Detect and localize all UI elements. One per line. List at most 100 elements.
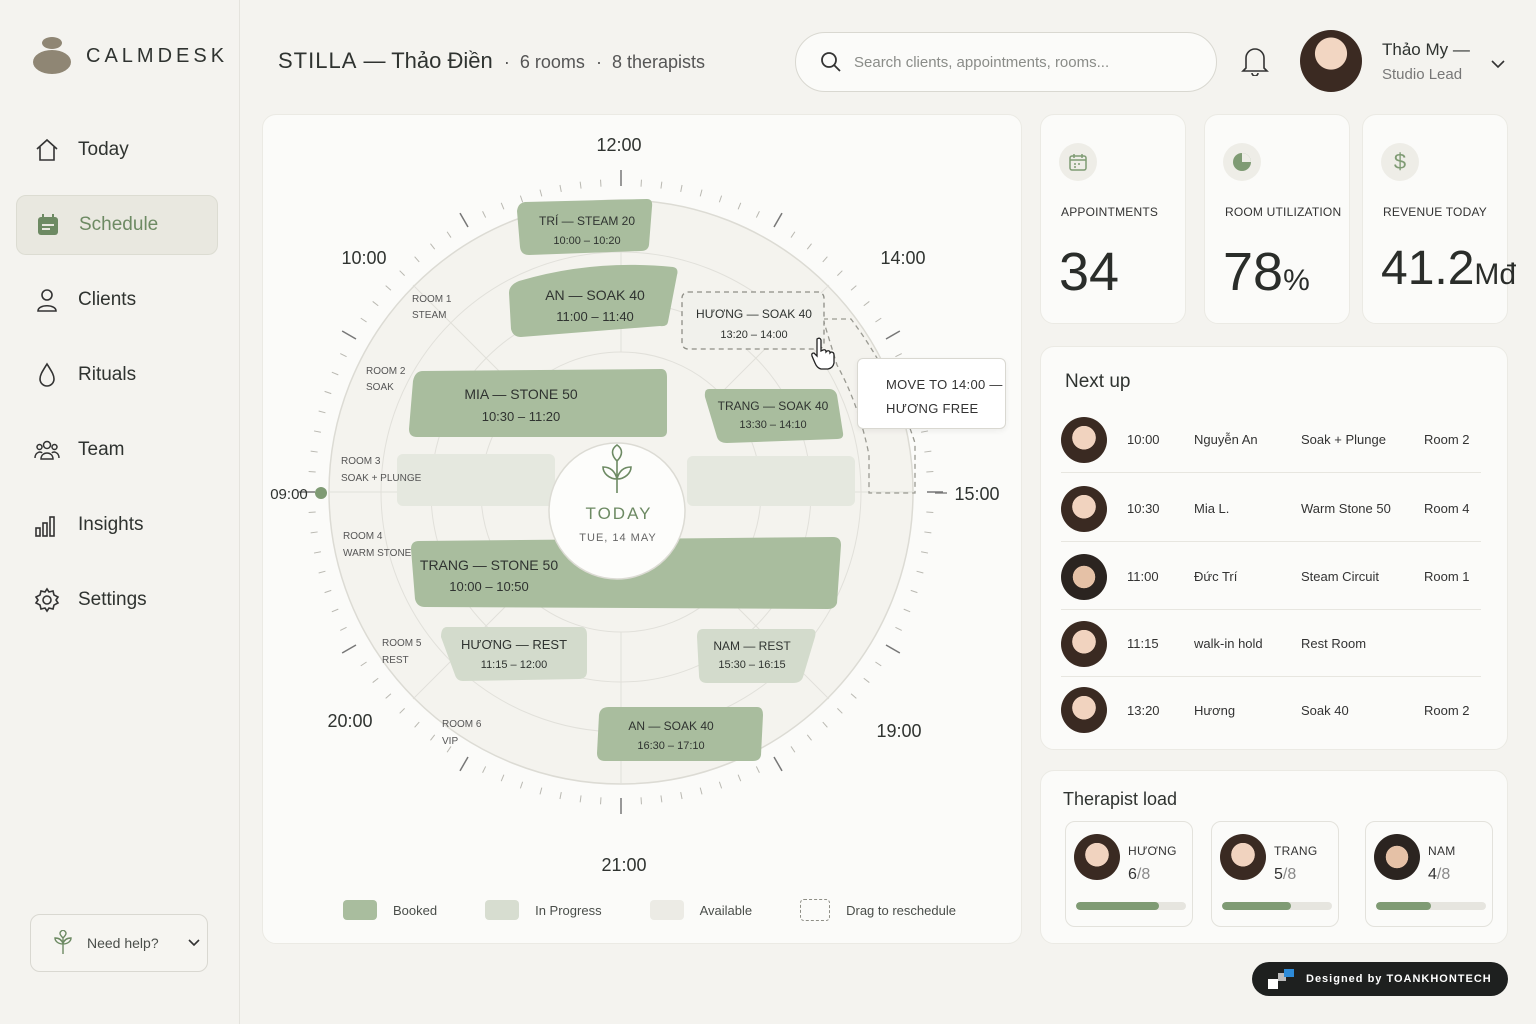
therapist-card[interactable]: NAM 4/8 (1365, 821, 1493, 927)
dial-tick (790, 746, 796, 753)
chevron-down-icon[interactable] (1490, 58, 1506, 70)
therapist-card[interactable]: TRANG 5/8 (1211, 821, 1339, 927)
dial-tick (822, 256, 828, 263)
room-type: SOAK + PLUNGE (341, 473, 422, 484)
table-row[interactable]: 13:20 Hương Soak 40 Room 2 (1061, 677, 1481, 743)
appointment-block-dragging[interactable]: HƯƠNG — SOAK 40 13:20 – 14:00 (696, 307, 812, 341)
stat-value: 78% (1223, 241, 1310, 303)
credit-text: Designed by TOANKHONTECH (1306, 973, 1492, 985)
load-count: 6 (1128, 866, 1137, 883)
dial-tick (837, 708, 843, 714)
client-name: Hương (1194, 702, 1236, 718)
load-total: /8 (1136, 866, 1151, 883)
search-bar[interactable] (795, 32, 1217, 92)
logo[interactable]: CALMDESK (32, 36, 228, 76)
dial-tick (331, 371, 339, 376)
sidebar-item-settings[interactable]: Settings (16, 570, 218, 630)
appointment-block[interactable]: MIA — STONE 50 10:30 – 11:20 (464, 386, 578, 424)
appointment-block[interactable]: TRANG — SOAK 40 13:30 – 14:10 (718, 399, 829, 431)
need-help-label: Need help? (87, 935, 159, 951)
legend-label: In Progress (535, 902, 602, 918)
schedule-dial-card: TODAY TUE, 14 MAY 12:00 14:00 15:00 19:0… (262, 114, 1022, 944)
sidebar-item-clients[interactable]: Clients (16, 270, 218, 330)
stat-value: 34 (1059, 241, 1119, 303)
sidebar-item-label: Schedule (79, 214, 159, 235)
bell-icon[interactable] (1240, 44, 1270, 76)
dial-tick (539, 787, 543, 795)
room-label: ROOM 1 (412, 294, 452, 305)
dial-tick (837, 270, 843, 276)
appointment-block[interactable]: AN — SOAK 40 16:30 – 17:10 (628, 719, 714, 752)
table-row[interactable]: 10:00 Nguyễn An Soak + Plunge Room 2 (1061, 407, 1481, 473)
dial-tick (414, 256, 420, 263)
dial-tick (755, 211, 760, 218)
therapist-name: TRANG (1274, 844, 1318, 858)
table-row[interactable]: 11:15 walk-in hold Rest Room (1061, 611, 1481, 677)
dial-tick (895, 353, 902, 358)
gear-icon (34, 587, 60, 613)
sidebar-item-team[interactable]: Team (16, 420, 218, 480)
avatar (1061, 485, 1107, 532)
dial-tick (579, 795, 582, 803)
leaf-icon (602, 444, 632, 493)
time-label-2100: 21:00 (601, 855, 646, 875)
sidebar-item-label: Clients (78, 289, 137, 310)
appointment-block[interactable]: TRÍ — STEAM 20 10:00 – 10:20 (539, 213, 635, 247)
stat-card-appointments[interactable]: APPOINTMENTS 34 (1040, 114, 1186, 324)
sidebar-item-insights[interactable]: Insights (16, 495, 218, 555)
room-type: STEAM (412, 310, 446, 321)
dial-tick (430, 243, 436, 250)
appointment-block[interactable]: HƯƠNG — REST 11:15 – 12:00 (461, 637, 567, 671)
therapist-load: 5/8 (1274, 866, 1296, 884)
dial-tick (372, 301, 379, 307)
dial-tick (755, 766, 760, 773)
user-name: Thảo My — (1382, 40, 1470, 59)
stat-value: 41.2Mđ (1381, 241, 1516, 296)
dial-tick (446, 746, 452, 753)
sidebar-item-today[interactable]: Today (16, 120, 218, 180)
need-help-button[interactable]: Need help? (30, 914, 208, 972)
table-row[interactable]: 10:30 Mia L. Warm Stone 50 Room 4 (1061, 476, 1481, 542)
search-input[interactable] (854, 53, 1174, 71)
therapist-card[interactable]: HƯƠNG 6/8 (1065, 821, 1193, 927)
legend-swatch (485, 900, 520, 920)
sidebar-item-schedule[interactable]: Schedule (16, 195, 218, 255)
appointment-time: 10:00 – 10:50 (449, 579, 529, 594)
dial-tick (399, 270, 405, 276)
stat-label: APPOINTMENTS (1061, 205, 1159, 219)
dial-tick (660, 795, 663, 803)
appointment-block[interactable]: TRANG — STONE 50 10:00 – 10:50 (420, 557, 558, 594)
stat-number: 78 (1223, 242, 1284, 302)
avatar (1374, 834, 1420, 880)
table-row[interactable]: 11:00 Đức Trí Steam Circuit Room 1 (1061, 544, 1481, 610)
appointment-time: 11:00 (1127, 569, 1159, 584)
room-label: ROOM 6 (442, 719, 482, 730)
stat-card-revenue[interactable]: $ REVENUE TODAY 41.2Mđ (1362, 114, 1516, 324)
dial-tick (773, 212, 783, 228)
home-icon (36, 138, 58, 161)
client-name: walk-in hold (1194, 636, 1263, 651)
dial-tick (318, 410, 326, 414)
room-type: WARM STONE (343, 548, 412, 559)
appointment-block[interactable]: NAM — REST 15:30 – 16:15 (713, 639, 791, 671)
dial-tick (885, 644, 901, 654)
dial-tick (519, 781, 524, 789)
stat-label: ROOM UTILIZATION (1225, 205, 1342, 219)
sidebar-item-label: Rituals (78, 364, 137, 385)
stat-card-room-utilization[interactable]: ROOM UTILIZATION 78% (1204, 114, 1350, 324)
load-count: 5 (1274, 866, 1283, 883)
avatar (1061, 553, 1107, 600)
center-title: TODAY (586, 504, 653, 523)
dial-tick (916, 570, 924, 574)
dial-tick (324, 589, 332, 594)
dial-tick (718, 195, 723, 203)
user-avatar[interactable] (1300, 30, 1362, 92)
user-icon (37, 289, 57, 312)
appointment-block[interactable]: AN — SOAK 40 11:00 – 11:40 (545, 287, 645, 324)
dial-tick (340, 626, 347, 631)
dial-tick (863, 301, 870, 307)
dial-tick (921, 551, 929, 554)
hand-cursor-icon (811, 337, 835, 370)
sidebar-item-rituals[interactable]: Rituals (16, 345, 218, 405)
dial-tick (360, 661, 367, 667)
